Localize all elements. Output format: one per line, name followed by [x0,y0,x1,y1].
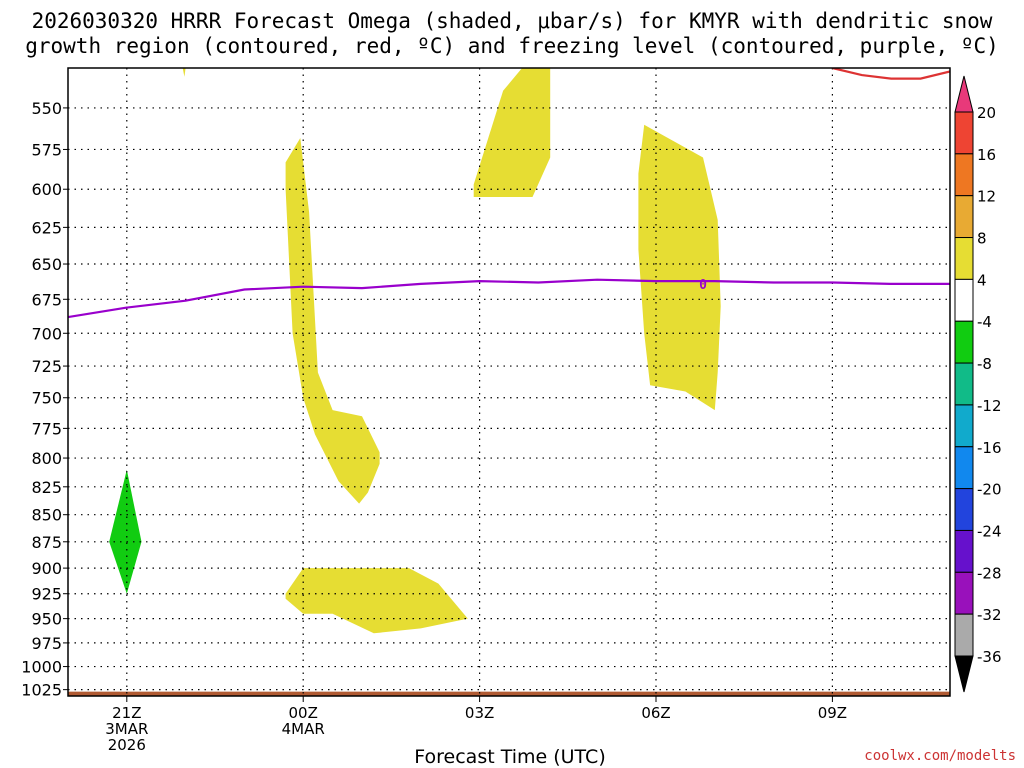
y-tick-label: 825 [31,478,62,497]
shaded-positive-omega-left-column [285,138,380,504]
y-tick-label: 650 [31,255,62,274]
colorbar-label: -12 [977,397,1002,415]
x-tick-label: 09Z [818,704,847,722]
grid-lines [68,68,950,696]
colorbar-label: -8 [977,355,992,373]
y-tick-label: 775 [31,419,62,438]
colorbar-label: -16 [977,439,1002,457]
y-tick-label: 750 [31,389,62,408]
colorbar-swatch [954,488,974,531]
y-tick-label: 850 [31,506,62,525]
colorbar-label: 16 [977,146,996,164]
shaded-positive-omega-right-column [638,124,721,411]
colorbar-swatch [954,362,974,406]
y-tick-label: 875 [31,533,62,552]
colorbar-swatch [954,237,974,280]
shaded-positive-omega-upper-middle [473,68,551,197]
colorbar-swatch [954,278,974,322]
colorbar-label: -20 [977,481,1002,499]
colorbar-label: 8 [977,230,987,248]
freezing-level-line [68,278,950,319]
colorbar-label: -4 [977,313,992,331]
colorbar-swatch [954,404,974,448]
chart-title-line-1: 2026030320 HRRR Forecast Omega (shaded, … [32,9,993,33]
colorbar-bottom-arrow [954,655,974,693]
x-axis-label: Forecast Time (UTC) [414,746,605,768]
y-tick-label: 600 [31,180,62,199]
colorbar-label: -28 [977,564,1002,582]
colorbar-swatch [954,153,974,197]
colorbar-swatch [954,571,974,615]
shaded-positive-omega-low-level [285,568,468,634]
x-tick-label: 03Z [465,704,494,722]
y-tick-label: 550 [31,99,62,118]
colorbar-swatch [954,446,974,490]
colorbar-swatch [954,613,974,657]
x-tick-label: 21Z [112,704,141,722]
plot-frame [67,67,951,697]
y-tick-label: 725 [31,357,62,376]
y-tick-label: 900 [31,559,62,578]
y-tick-label: 700 [31,324,62,343]
y-tick-label: 575 [31,140,62,159]
y-tick-label: 975 [31,634,62,653]
x-tick-label: 2026 [108,736,146,754]
x-tick-label: 06Z [641,704,670,722]
chart-title-line-2: growth region (contoured, red, ºC) and f… [25,34,999,58]
chart-title: 2026030320 HRRR Forecast Omega (shaded, … [25,9,999,58]
colorbar-label: 12 [977,188,996,206]
x-tick-label: 00Z [289,704,318,722]
y-tick-label: 1025 [21,681,62,700]
plot-area [68,68,950,696]
credit-link[interactable]: coolwx.com/modelts [864,748,1016,764]
x-tick-label: 3MAR [105,720,148,738]
terrain-band [68,691,950,696]
colorbar-label: -24 [977,522,1002,540]
y-tick-label: 950 [31,610,62,629]
colorbar-swatch [954,529,974,573]
colorbar-label: 4 [977,271,987,289]
shaded-negative-omega-cell [109,469,142,594]
y-tick-label: 800 [31,449,62,468]
freezing-level-label: 0 [699,278,707,293]
contours: 0 [68,68,950,319]
colorbar-swatch [954,195,974,239]
colorbar-top-arrow [954,75,974,113]
colorbar-swatch [954,111,974,155]
y-tick-label: 925 [31,585,62,604]
y-tick-label: 675 [31,290,62,309]
colorbar-label: 20 [977,104,996,122]
y-tick-label: 625 [31,218,62,237]
y-tick-label: 1000 [21,658,62,677]
y-axis-tick-labels: 550 575 600 625 650 675 700 725 750 775 800 825 850 8… [21,99,68,700]
colorbar-label: -32 [977,606,1002,624]
shaded-positive-omega-top-sliver [182,68,186,77]
x-tick-label: 4MAR [282,720,325,738]
dendritic-growth-contour [832,68,950,80]
colorbar: 20 16 12 8 4 -4 -8 -12 -16 -20 -24 -28 -32 -36 [954,75,1002,693]
colorbar-swatch [954,320,974,364]
colorbar-label: -36 [977,648,1002,666]
